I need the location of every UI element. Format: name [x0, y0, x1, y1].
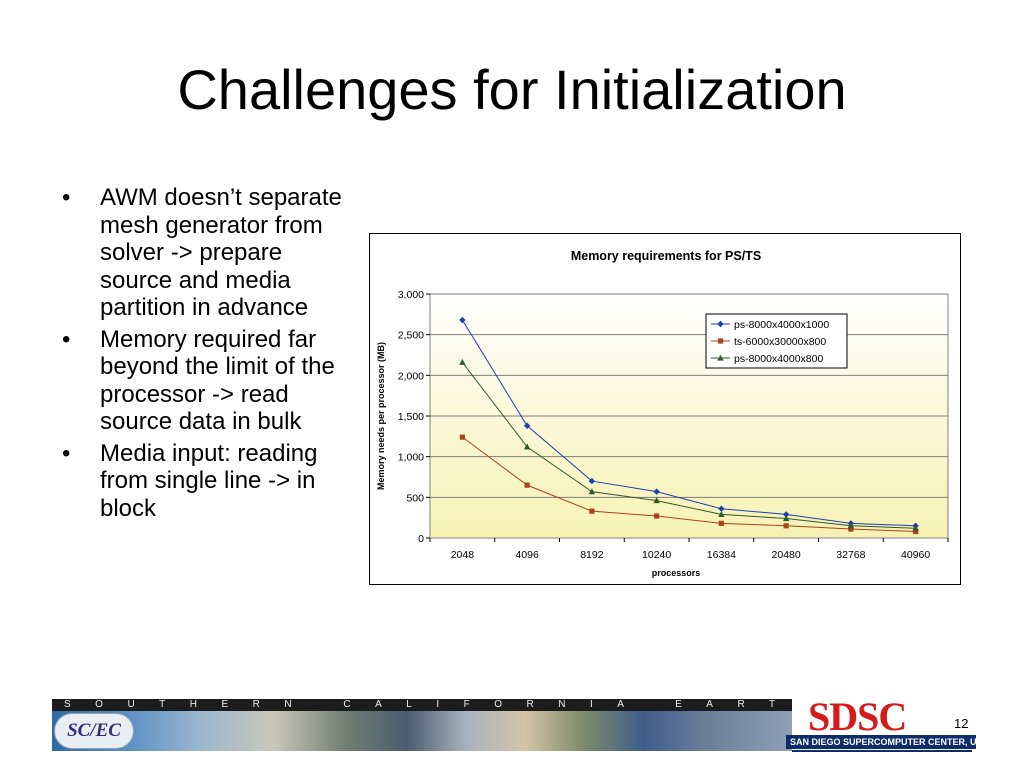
data-point-diamond — [523, 422, 531, 429]
y-tick-label: 2,000 — [398, 370, 424, 382]
sdsc-logo-block: SDSC SAN DIEGO SUPERCOMPUTER CENTER, UCS… — [786, 694, 996, 751]
footer-rule — [792, 750, 972, 752]
data-point-square — [459, 434, 465, 440]
bullet-dot-icon: • — [62, 184, 71, 211]
data-point-square — [718, 520, 724, 526]
x-tick-label: 32768 — [836, 549, 865, 561]
series-ps-8000x4000x1000 — [459, 316, 919, 529]
x-tick-label: 40960 — [901, 549, 930, 561]
footer-banner: SOUTHERN CALIFORNIA EARTHQUAKE CENTER SC… — [52, 694, 996, 751]
series-line — [462, 436, 916, 532]
bullet-text: Memory required far beyond the limit of … — [100, 325, 335, 436]
sdsc-logo: SDSC — [808, 694, 907, 739]
data-point-diamond — [653, 488, 660, 495]
data-point-diamond — [459, 316, 466, 324]
banner-photo — [52, 711, 792, 751]
data-point-diamond — [718, 505, 725, 512]
data-point-square — [589, 508, 595, 514]
data-point-triangle — [653, 497, 660, 504]
data-point-diamond — [588, 477, 596, 485]
y-tick-label: 1,500 — [398, 411, 424, 423]
data-point-triangle — [459, 358, 466, 365]
data-point-triangle — [782, 515, 790, 522]
data-point-triangle — [588, 488, 596, 495]
line-chart: Memory requirements for PS/TS 0 500 1,000 1… — [376, 249, 949, 578]
data-point-square — [717, 338, 724, 344]
y-tick-label: 0 — [418, 533, 424, 545]
bullet-list: • AWM doesn’t separate mesh generator fro… — [58, 184, 358, 526]
bullet-item: • AWM doesn’t separate mesh generator fro… — [58, 184, 358, 322]
legend-label: ps-8000x4000x1000 — [734, 319, 829, 331]
banner-strip: SOUTHERN CALIFORNIA EARTHQUAKE CENTER — [52, 699, 792, 711]
data-point-square — [783, 523, 789, 529]
scec-logo: SC/EC — [54, 713, 134, 749]
sdsc-subtitle: SAN DIEGO SUPERCOMPUTER CENTER, UCSD — [786, 735, 996, 749]
legend-label: ts-6000x30000x800 — [734, 336, 826, 348]
data-point-triangle — [718, 511, 725, 518]
y-tick-label: 2,500 — [398, 330, 424, 342]
chart-title: Memory requirements for PS/TS — [571, 249, 761, 263]
series-line — [461, 362, 916, 529]
series-ts-6000x30000x800 — [459, 434, 919, 535]
data-point-triangle — [912, 524, 919, 531]
series-line — [461, 319, 916, 527]
bullet-text: AWM doesn’t separate mesh generator from… — [100, 184, 342, 321]
series-ps-8000x4000x800 — [459, 358, 919, 531]
bullet-dot-icon: • — [62, 325, 71, 353]
x-tick-label: 10240 — [642, 549, 671, 561]
y-tick-label: 500 — [406, 492, 424, 504]
x-tick-label: 16384 — [707, 549, 736, 561]
data-point-triangle — [717, 354, 724, 361]
x-tick-label: 20480 — [772, 549, 801, 561]
slide-title: Challenges for Initialization — [177, 58, 847, 121]
bullet-dot-icon: • — [62, 439, 71, 467]
legend: ps-8000x4000x1000 ts-6000x30000x800 ps-800… — [705, 313, 848, 369]
bullet-item: • Media input: reading from single line -… — [58, 440, 358, 523]
y-tick-label: 1,000 — [398, 452, 424, 464]
bullet-item: • Memory required far beyond the limit of… — [58, 326, 358, 436]
page-number: 12 — [954, 716, 969, 731]
data-point-square — [524, 482, 530, 488]
legend-label: ps-8000x4000x800 — [734, 353, 823, 365]
x-axis-label: processors — [652, 568, 701, 578]
data-point-square — [913, 528, 919, 535]
data-point-square — [848, 526, 854, 532]
bullet-text: Media input: reading from single line ->… — [100, 439, 318, 522]
data-point-square — [654, 513, 660, 519]
data-point-triangle — [523, 443, 531, 450]
y-tick-label: 3,000 — [398, 289, 424, 301]
x-tick-label: 2048 — [451, 549, 475, 561]
chart-panel: Memory requirements for PS/TS 0 500 1,000 1… — [369, 233, 961, 585]
data-point-triangle — [847, 522, 855, 529]
y-axis-label: Memory needs per processor (MB) — [376, 342, 386, 490]
data-point-diamond — [782, 511, 790, 518]
data-point-diamond — [717, 320, 724, 328]
x-tick-label: 4096 — [515, 549, 539, 561]
x-tick-label: 8192 — [580, 549, 604, 561]
